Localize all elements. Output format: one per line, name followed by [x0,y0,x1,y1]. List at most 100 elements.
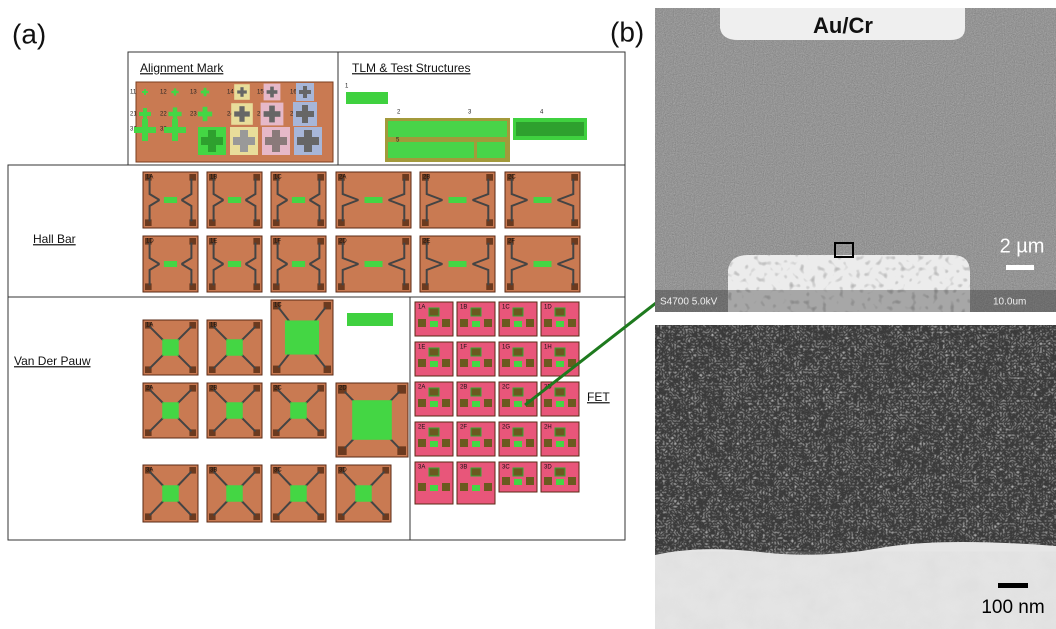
channel [534,261,552,267]
mark-label: 11 [130,90,137,96]
mark-label: 12 [160,90,167,96]
channel [472,361,480,367]
fet-pad [429,308,439,316]
channel [162,402,179,419]
contact-pad [253,219,260,226]
mark-label: 21 [130,112,137,118]
channel [430,401,438,407]
channel [514,401,522,407]
device-label: 3C [502,465,510,471]
fet-pad [502,359,510,367]
contact-pad [253,238,260,245]
fet-pad [555,428,565,436]
channel [226,485,243,502]
fet-pad [429,348,439,356]
device-label: 2G [502,425,510,431]
panel-label: (b) [610,16,644,47]
tlm-bar [347,313,393,326]
mark-cross [265,137,287,145]
channel [430,361,438,367]
contact-pad [253,174,260,181]
device-label: 2F [508,239,515,245]
device-label: 3D [544,465,552,471]
device-label: 2D [339,239,347,245]
channel [514,361,522,367]
fet-pad [513,308,523,316]
contact-pad [209,219,216,226]
fet-pad [442,359,450,367]
mark-cross [234,111,250,116]
device-label: 2B [460,385,467,391]
fet-pad [471,348,481,356]
contact-pad [317,283,324,290]
fet-pad [418,439,426,447]
device-label: 1A [146,323,153,329]
fet-pad [471,308,481,316]
fet-pad [484,319,492,327]
mark-cross [198,112,212,117]
device-label: 2D [339,386,347,392]
channel [355,485,372,502]
device-label: 2E [418,425,425,431]
device-label: 1G [502,345,510,351]
contact-pad [273,283,280,290]
mark-cross [267,90,278,94]
fet-pad [526,439,534,447]
channel [430,441,438,447]
contact-pad [253,283,260,290]
section-title: Alignment Mark [140,61,224,75]
device-label: 2C [502,385,510,391]
fet-pad [471,468,481,476]
fet-pad [460,319,468,327]
device-label: 2A [146,386,153,392]
nanoparticle-texture [655,325,1056,555]
fet-pad [460,483,468,491]
fet-pad [484,439,492,447]
fet-pad [429,388,439,396]
device-label: 3B [210,468,217,474]
mark-cross [201,91,209,94]
mark-cross [164,127,186,133]
fet-pad [544,319,552,327]
device-label: 2C [508,175,516,181]
fet-pad [429,428,439,436]
fet-pad [555,388,565,396]
channel [472,441,480,447]
fet-pad [555,468,565,476]
channel [430,321,438,327]
channel [472,401,480,407]
channel [285,320,319,354]
tlm-pads [516,122,584,136]
fet-pad [544,439,552,447]
tlm-label: 3 [468,110,472,116]
mark-cross [171,91,178,93]
section-title: TLM & Test Structures [352,61,470,75]
device-label: 2F [460,425,467,431]
device-label: 3A [418,465,425,471]
tlm-label: 2 [397,110,401,116]
mark-cross [134,127,156,133]
device-label: 1E [418,345,425,351]
contact-pad [189,283,196,290]
device-label: 1C [502,305,510,311]
mark-label: 15 [257,90,264,96]
device-label: 2E [423,239,430,245]
channel [164,261,177,267]
channel [514,441,522,447]
mark-cross [201,137,223,145]
mark-cross [168,112,181,116]
fet-pad [484,359,492,367]
device-label: 2B [423,175,430,181]
mark-cross [139,112,151,116]
channel [290,402,307,419]
fet-pad [513,348,523,356]
fet-pad [418,359,426,367]
device-label: 1A [418,305,425,311]
device-label: 1B [210,175,217,181]
contact-pad [189,219,196,226]
fet-pad [544,399,552,407]
channel [534,197,552,203]
device-label: 1C [274,175,282,181]
channel [514,479,522,485]
